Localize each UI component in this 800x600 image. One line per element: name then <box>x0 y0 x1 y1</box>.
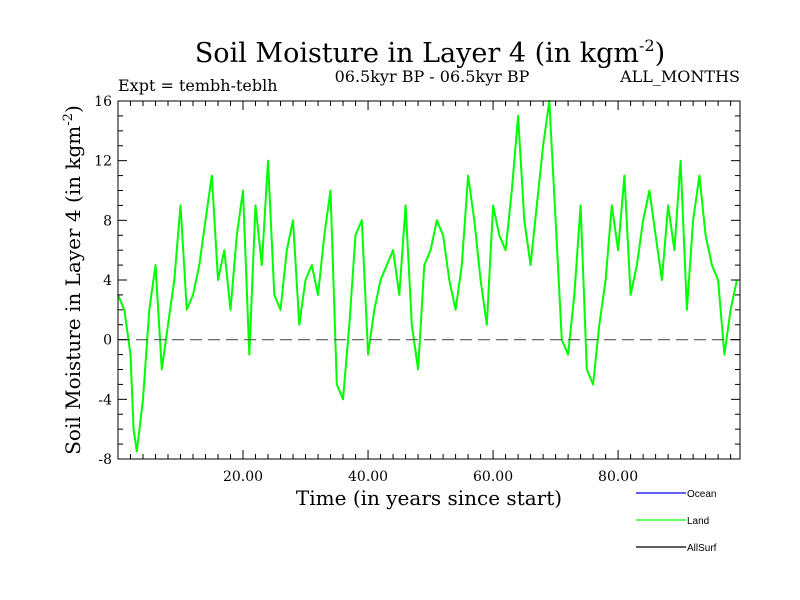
period-label: 06.5kyr BP - 06.5kyr BP <box>335 67 530 86</box>
legend-label-ocean: Ocean <box>687 489 716 500</box>
x-tick-label: 60.00 <box>473 469 513 485</box>
season-label: ALL_MONTHS <box>619 67 740 86</box>
y-axis-label: Soil Moisture in Layer 4 (in kgm-2) <box>61 105 85 455</box>
plot-area: -8 -4 0 4 8 12 16 20.00 40.00 60.00 80.00 <box>94 94 741 485</box>
x-axis-label: Time (in years since start) <box>296 486 562 510</box>
y-tick-label: 4 <box>103 273 112 289</box>
series-line-land <box>117 100 738 453</box>
plot-frame <box>117 100 741 460</box>
legend: Ocean Land AllSurf <box>636 489 717 554</box>
y-tick-label: 8 <box>103 213 112 229</box>
y-tick-label: 0 <box>103 333 112 349</box>
x-tick-label: 20.00 <box>223 469 263 485</box>
x-tick-label: 40.00 <box>348 469 388 485</box>
legend-label-land: Land <box>687 516 709 527</box>
y-tick-label: 16 <box>94 94 112 110</box>
y-tick-label: -4 <box>98 392 112 408</box>
x-tick-label: 80.00 <box>598 469 638 485</box>
legend-label-allsurf: AllSurf <box>687 543 717 554</box>
experiment-label: Expt = tembh-teblh <box>118 76 278 95</box>
y-tick-label: -8 <box>98 452 112 468</box>
y-tick-label: 12 <box>94 154 112 170</box>
chart-title: Soil Moisture in Layer 4 (in kgm-2) <box>195 36 665 69</box>
